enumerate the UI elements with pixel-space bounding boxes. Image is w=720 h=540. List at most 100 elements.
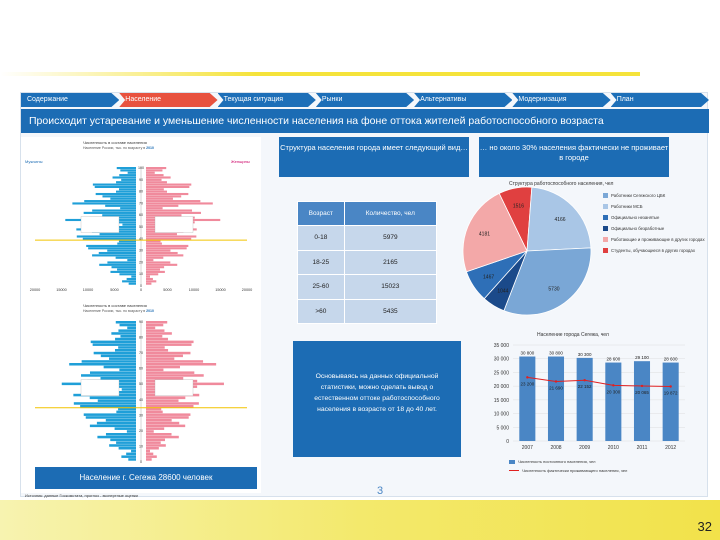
chart-title: Население города Сегежа, чел bbox=[537, 332, 609, 338]
male-bar bbox=[114, 349, 136, 352]
pyramid-bottom-title: Численность в составе населения bbox=[83, 303, 147, 308]
age-tick-label: 70 bbox=[139, 201, 143, 205]
nav-item-alternatives[interactable]: Альтернативы bbox=[414, 93, 513, 107]
pyramid-top-title: Численность в составе населения bbox=[83, 140, 147, 145]
x-tick-label: 10000 bbox=[83, 288, 94, 292]
female-bar bbox=[146, 402, 199, 405]
y-tick-label: 15 000 bbox=[494, 398, 510, 404]
age-tick-label: 0 bbox=[140, 460, 142, 464]
bar-label: 28 600 bbox=[606, 357, 620, 362]
male-bar bbox=[112, 176, 136, 179]
y-tick-label: 35 000 bbox=[494, 343, 510, 349]
male-bar bbox=[128, 282, 136, 285]
x-tick-label: 2011 bbox=[637, 445, 648, 451]
x-tick-label: 0 bbox=[140, 288, 142, 292]
bar bbox=[633, 361, 651, 441]
female-bar bbox=[146, 183, 192, 186]
female-bar bbox=[146, 351, 191, 355]
female-bar bbox=[146, 447, 159, 450]
line-point bbox=[583, 379, 586, 382]
legend-item: Студенты, обучающиеся в других городах bbox=[603, 248, 707, 253]
age-tick-label: 30 bbox=[139, 413, 143, 417]
male-bar bbox=[126, 452, 136, 456]
female-bar bbox=[146, 449, 150, 453]
count-cell: 15023 bbox=[343, 274, 438, 300]
male-bar bbox=[86, 244, 136, 248]
female-bar bbox=[146, 247, 187, 250]
nav-item-modernization[interactable]: Модернизация bbox=[512, 93, 611, 107]
age-cell: 0-18 bbox=[297, 225, 345, 251]
slide-background bbox=[0, 0, 720, 90]
male-bar bbox=[94, 185, 136, 189]
age-cell: >60 bbox=[297, 298, 345, 324]
nav-item-markets[interactable]: Рынки bbox=[315, 93, 415, 107]
age-tick-label: 60 bbox=[139, 213, 143, 217]
pie-slice-label: 1467 bbox=[483, 274, 494, 280]
male-bar bbox=[100, 354, 136, 358]
female-bar bbox=[146, 444, 166, 447]
population-bar-chart: 0 5 000 10 000 15 000 20 000 25 000 30 000 35 0… bbox=[494, 343, 685, 451]
male-bar bbox=[76, 235, 136, 238]
male-bar bbox=[102, 226, 136, 229]
female-bar bbox=[146, 335, 163, 338]
pie-title: Структура работоспособного населения, че… bbox=[509, 181, 614, 187]
male-bar bbox=[83, 413, 136, 416]
nav-item-population[interactable]: Население bbox=[119, 93, 218, 107]
female-bar bbox=[146, 371, 195, 374]
female-bar bbox=[146, 188, 164, 191]
nav-item-plan[interactable]: План bbox=[610, 93, 709, 107]
legend-swatch bbox=[603, 215, 608, 220]
male-bar bbox=[121, 178, 136, 181]
female-bar bbox=[146, 214, 182, 217]
male-bar bbox=[121, 388, 136, 391]
female-bar bbox=[146, 337, 168, 341]
male-bar bbox=[116, 441, 136, 444]
female-bar bbox=[146, 235, 197, 238]
legend-swatch bbox=[603, 204, 608, 209]
female-bar bbox=[146, 280, 157, 283]
male-bar bbox=[93, 351, 136, 355]
female-bar bbox=[146, 176, 171, 179]
legend-swatch bbox=[603, 248, 608, 253]
bar bbox=[547, 356, 565, 441]
female-bar bbox=[146, 190, 168, 193]
line-label: 20 065 bbox=[635, 390, 649, 395]
bar bbox=[576, 357, 593, 441]
line-point bbox=[669, 385, 672, 388]
nav-item-contents[interactable]: Содержание bbox=[21, 93, 120, 107]
female-bar bbox=[146, 438, 166, 442]
female-bar bbox=[146, 256, 164, 259]
slide: Содержание Население Текущая ситуация Ры… bbox=[20, 92, 709, 498]
female-bar bbox=[146, 244, 189, 248]
legend-item: Работники Сегежского ЦБК bbox=[603, 193, 707, 198]
male-bar bbox=[109, 357, 136, 360]
x-tick-label: 10000 bbox=[189, 288, 200, 292]
female-bar bbox=[146, 249, 171, 252]
line-label: 22 152 bbox=[578, 384, 592, 389]
male-bar bbox=[127, 171, 136, 174]
population-box: Население г. Сегежа 28600 человек bbox=[35, 467, 257, 489]
male-bar bbox=[127, 326, 136, 330]
age-tick-label: 20 bbox=[139, 429, 143, 433]
female-bar bbox=[146, 223, 158, 226]
male-bar bbox=[73, 402, 136, 405]
male-bar bbox=[107, 249, 136, 252]
male-bar bbox=[69, 363, 136, 366]
pyramid-bottom-subtitle: Население России, тыс. по возрасту в 201… bbox=[83, 309, 154, 313]
female-bar bbox=[146, 323, 164, 327]
bar-label: 30 800 bbox=[549, 351, 563, 356]
male-bar bbox=[81, 360, 136, 363]
male-bar bbox=[105, 433, 136, 436]
age-cell: 18-25 bbox=[297, 249, 345, 275]
x-tick-label: 20000 bbox=[30, 288, 41, 292]
male-bar bbox=[115, 321, 136, 324]
nav-item-current-situation[interactable]: Текущая ситуация bbox=[217, 93, 316, 107]
tooltip-box bbox=[80, 216, 120, 233]
male-bar bbox=[92, 183, 136, 186]
male-bar bbox=[102, 195, 136, 198]
male-bar bbox=[119, 188, 136, 191]
pie-slice-label: 5730 bbox=[548, 286, 559, 292]
female-bar bbox=[146, 242, 162, 245]
tooltip-box bbox=[154, 379, 194, 396]
legend-item: Официально безработные bbox=[603, 226, 707, 231]
